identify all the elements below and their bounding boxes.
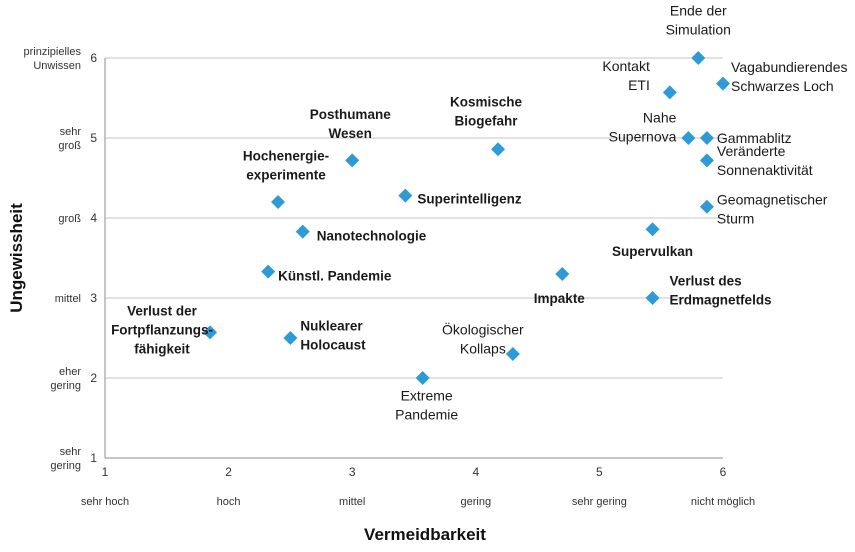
point-label: Impakte (534, 291, 586, 306)
x-tick-category: hoch (217, 496, 241, 508)
point-label: Posthumane Wesen (310, 107, 392, 141)
y-tick-category: eher (59, 366, 81, 378)
y-tick-label: 2 (90, 371, 97, 385)
data-point (699, 131, 714, 145)
point-label: Verlust der Fortpflanzungs-fähigkeit (111, 303, 213, 356)
data-point (283, 331, 298, 345)
y-tick-category: gering (50, 380, 81, 392)
point-label: Gammablitz (717, 130, 792, 146)
y-tick-label: 5 (90, 131, 97, 145)
x-axis-title: Vermeidbarkeit (364, 525, 486, 544)
x-tick-labels: 1 sehr hoch 2 hoch 3 mittel 4 gering 5 sehr gerin… (81, 465, 755, 508)
point-label: Hochenergie-experimente (243, 149, 329, 183)
y-tick-category: sehr (60, 446, 82, 458)
data-point (716, 76, 730, 91)
point-label: Nanotechnologie (317, 229, 427, 244)
data-point (415, 371, 430, 385)
axes (104, 58, 723, 459)
x-tick-label: 1 (102, 465, 109, 479)
point-label: Ende der Simulation (666, 3, 731, 38)
x-tick-label: 6 (720, 465, 727, 479)
data-points (203, 51, 730, 385)
grid-lines (105, 57, 723, 379)
point-label: Ökologischer Kollaps (442, 321, 524, 357)
y-tick-label: 3 (90, 291, 97, 305)
point-label: Veränderte Sonnenaktivität (717, 143, 813, 178)
y-tick-category: gering (50, 460, 81, 472)
point-label: Kosmische Biogefahr (450, 95, 523, 129)
point-label: Künstl. Pandemie (278, 269, 392, 284)
x-tick-category: mittel (339, 496, 365, 508)
x-tick-category: gering (461, 496, 492, 508)
data-point (398, 188, 413, 203)
y-tick-category: Unwissen (33, 60, 81, 72)
data-point (681, 131, 696, 145)
data-point (699, 153, 714, 168)
point-label: Supervulkan (612, 244, 693, 259)
data-point (505, 347, 520, 361)
data-point (645, 222, 660, 237)
x-tick-category: sehr hoch (81, 496, 129, 508)
data-point (691, 51, 706, 65)
point-label: Superintelligenz (417, 192, 522, 207)
data-point (295, 224, 310, 239)
y-tick-label: 4 (90, 211, 97, 225)
data-point (662, 85, 677, 100)
data-point (699, 199, 714, 214)
data-point (345, 153, 360, 168)
y-tick-category: sehr (60, 126, 82, 138)
y-tick-category: groß (58, 213, 81, 225)
data-point (271, 195, 286, 209)
point-labels: Ende der Simulation Kontakt ETI Vagabundiere… (111, 3, 847, 423)
data-point (555, 267, 570, 281)
y-tick-labels: 1 sehr gering 2 eher gering 3 mittel 4 groß 5 sehr g… (24, 46, 98, 472)
x-tick-label: 4 (472, 465, 479, 479)
x-tick-category: sehr gering (572, 496, 627, 508)
y-tick-label: 6 (90, 51, 97, 65)
data-point (261, 264, 276, 279)
x-tick-category: nicht möglich (691, 496, 755, 508)
x-tick-label: 5 (596, 465, 603, 479)
y-tick-label: 1 (90, 451, 97, 465)
point-label: Verlust des Erdmagnetfelds (670, 274, 772, 308)
data-point (203, 325, 218, 340)
point-label: Vagabundierendes Schwarzes Loch (731, 59, 848, 94)
y-tick-category: prinzipielles (24, 46, 82, 58)
point-label: Nahe Supernova (609, 110, 677, 145)
x-tick-label: 2 (225, 465, 232, 479)
point-label: Kontakt ETI (602, 58, 650, 93)
y-tick-category: groß (58, 140, 81, 152)
data-point (491, 142, 506, 157)
point-label: Extreme Pandemie (395, 388, 458, 423)
y-axis-title: Ungewissheit (7, 203, 26, 313)
point-label: Nuklearer Holocaust (300, 319, 366, 353)
x-tick-label: 3 (349, 465, 356, 479)
point-label: Geomagnetischer Sturm (717, 191, 828, 226)
data-point (645, 291, 660, 305)
y-tick-category: mittel (55, 293, 81, 305)
